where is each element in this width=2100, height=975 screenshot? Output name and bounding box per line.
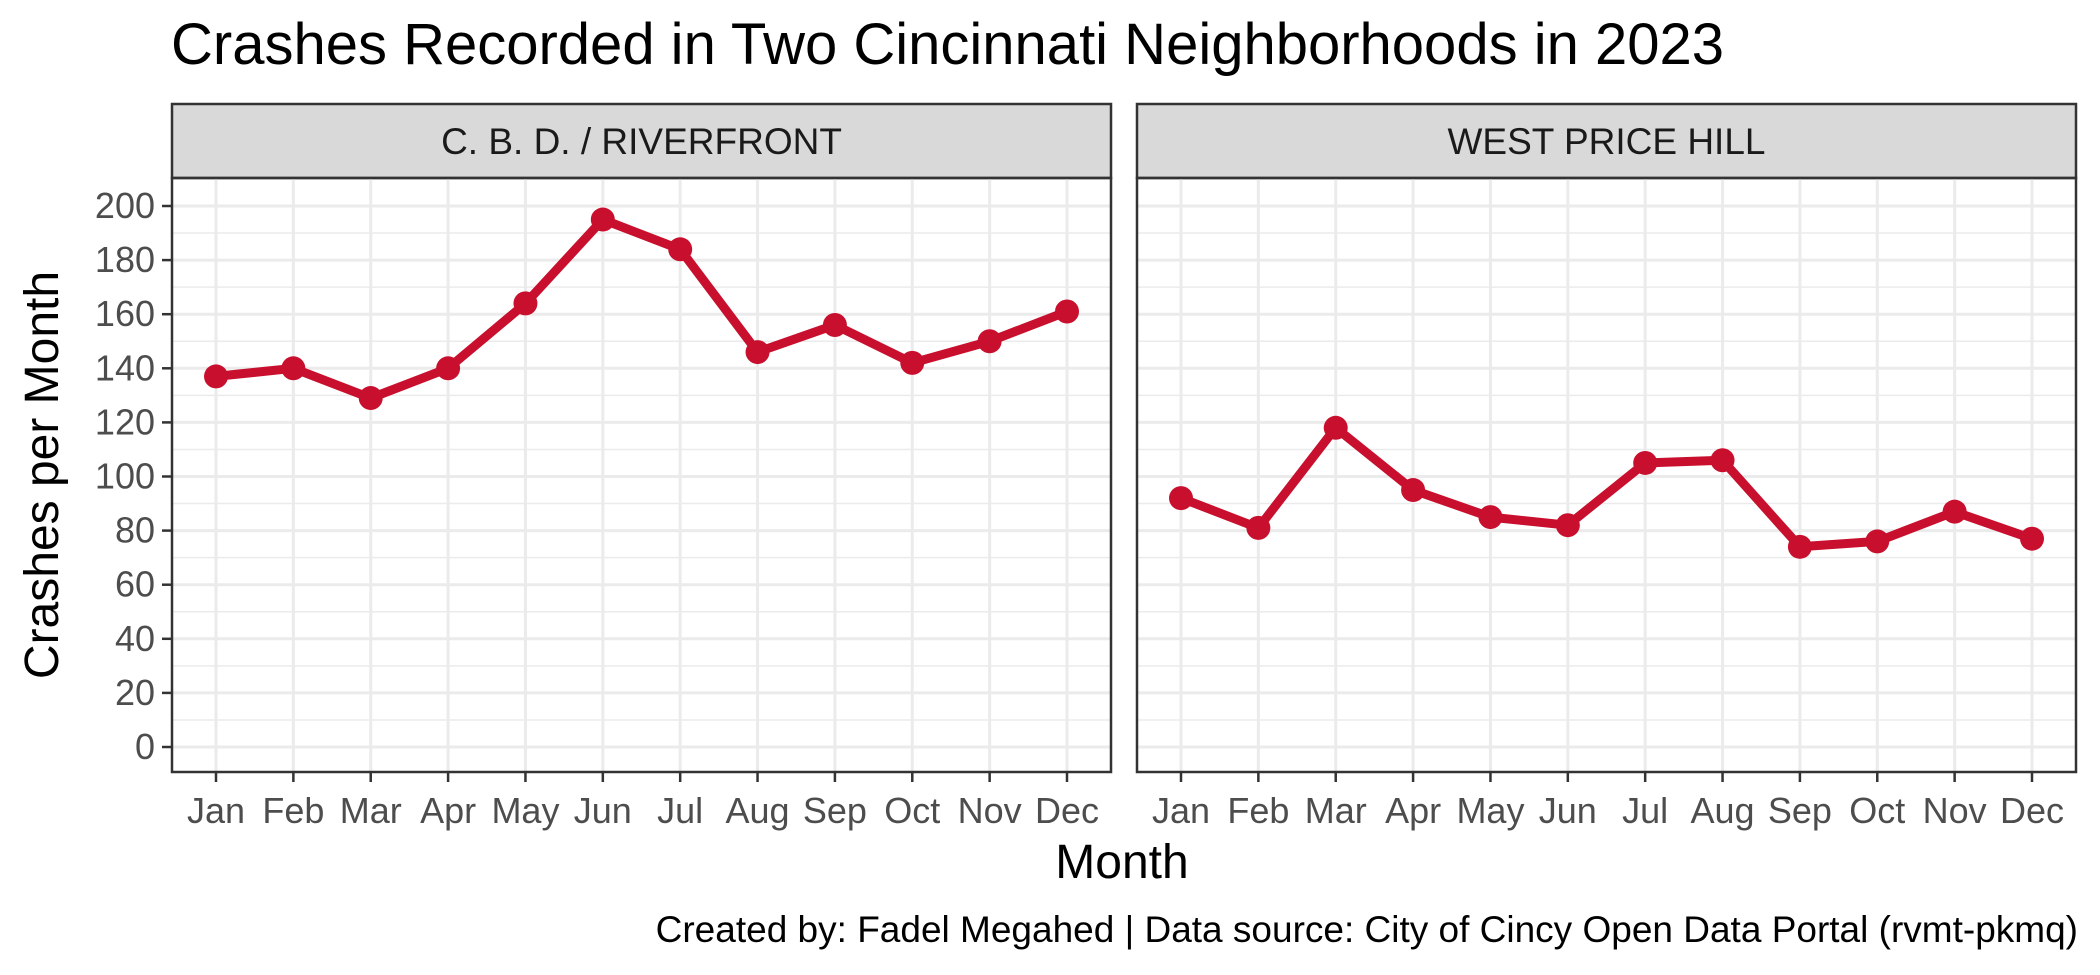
data-point (436, 356, 461, 381)
x-tick-label: Apr (420, 790, 476, 831)
data-point (204, 364, 228, 389)
y-axis-title: Crashes per Month (16, 271, 69, 679)
data-point (281, 356, 306, 381)
data-point (1169, 486, 1193, 511)
data-point (822, 313, 847, 338)
y-tick-label: 200 (95, 185, 155, 226)
x-tick-label: Nov (1923, 790, 1987, 831)
x-tick-label: Apr (1385, 790, 1441, 831)
y-tick-label: 60 (115, 564, 155, 605)
y-tick-label: 100 (95, 456, 155, 497)
x-tick-label: Aug (726, 790, 790, 831)
data-point (1787, 534, 1812, 559)
x-tick-label: Feb (262, 790, 324, 831)
panel-border (1135, 176, 2078, 774)
x-tick-label: Oct (1849, 790, 1905, 831)
data-point (1942, 499, 1967, 524)
x-tick-label: Mar (1305, 790, 1367, 831)
x-tick-label: Aug (1691, 790, 1755, 831)
data-point (900, 350, 925, 375)
y-tick-label: 160 (95, 293, 155, 334)
y-tick-label: 0 (135, 726, 155, 767)
x-tick-label: May (491, 790, 559, 831)
x-tick-label: Jan (187, 790, 245, 831)
data-point (1055, 299, 1079, 324)
series-line (211, 215, 1072, 403)
data-point (358, 386, 383, 411)
data-point (1555, 513, 1580, 538)
y-tick-label: 180 (95, 239, 155, 280)
x-tick-label: Sep (1768, 790, 1832, 831)
data-point (1865, 529, 1890, 554)
chart-title: Crashes Recorded in Two Cincinnati Neigh… (171, 12, 1724, 77)
facet-panel-1: C. B. D. / RIVERFRONT Jan Feb Mar Apr May Jun J… (95, 102, 1113, 831)
x-tick-label: Jul (1622, 790, 1668, 831)
data-point (590, 207, 615, 232)
x-tick-label: Feb (1227, 790, 1289, 831)
y-tick-label: 140 (95, 347, 155, 388)
data-point (1710, 448, 1735, 473)
data-point (977, 329, 1002, 354)
data-point (668, 237, 693, 262)
x-tick-label: Dec (1035, 790, 1099, 831)
data-point (745, 340, 770, 365)
y-tick-label: 20 (115, 672, 155, 713)
series-line (1176, 423, 2037, 552)
x-tick-label: Nov (958, 790, 1022, 831)
y-tick-label: 120 (95, 401, 155, 442)
y-tick-label: 40 (115, 618, 155, 659)
data-point (1323, 415, 1348, 440)
y-tick-label: 80 (115, 510, 155, 551)
data-point (1246, 515, 1271, 540)
x-tick-label: Mar (340, 790, 402, 831)
facet-strip-label: WEST PRICE HILL (1447, 121, 1765, 162)
panel-border (170, 176, 1113, 774)
chart-caption: Created by: Fadel Megahed | Data source:… (656, 909, 2078, 950)
facet-strip (170, 102, 1113, 180)
facet-strip (1135, 102, 2078, 180)
data-point (2020, 526, 2044, 551)
facet-strip-label: C. B. D. / RIVERFRONT (441, 121, 842, 162)
data-point (1633, 450, 1658, 475)
x-tick-label: Dec (2000, 790, 2064, 831)
x-tick-label: Jun (1539, 790, 1597, 831)
x-tick-label: Jul (657, 790, 703, 831)
x-tick-label: Oct (884, 790, 940, 831)
x-axis-title: Month (1055, 836, 1188, 889)
x-tick-label: May (1456, 790, 1524, 831)
x-tick-label: Jun (574, 790, 632, 831)
x-tick-label: Jan (1152, 790, 1210, 831)
data-point (1401, 478, 1426, 503)
facet-panel-2: WEST PRICE HILL Jan Feb Mar Apr May Jun Jul Aug S… (1135, 102, 2078, 831)
data-point (513, 291, 538, 316)
data-point (1478, 505, 1503, 530)
x-tick-label: Sep (803, 790, 867, 831)
